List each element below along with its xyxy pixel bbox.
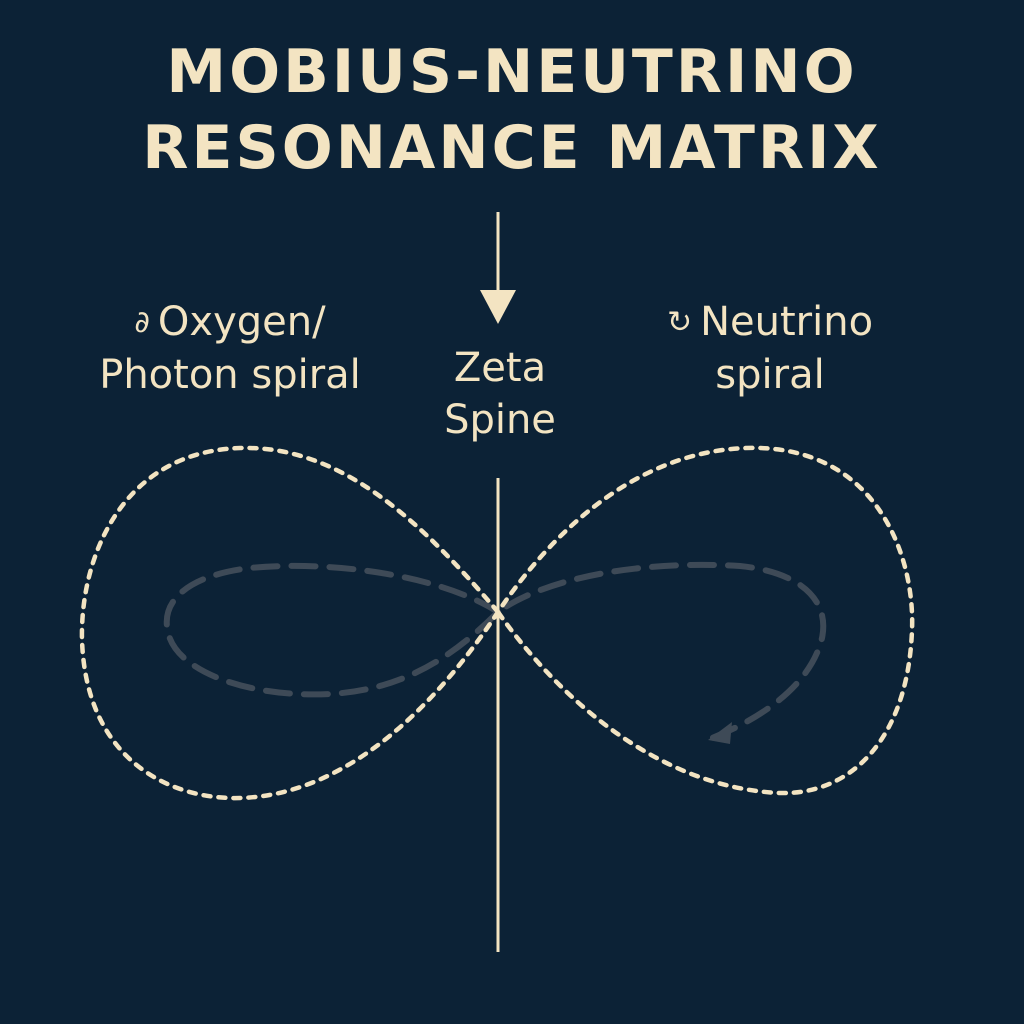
cycle-arrow-icon: ↻ bbox=[666, 305, 693, 340]
center-label-line1: Zeta bbox=[453, 345, 547, 391]
inner-spiral-arrowhead bbox=[708, 722, 732, 744]
zeta-spine-label: Zeta Spine bbox=[410, 342, 590, 446]
inner-spiral-loop bbox=[163, 561, 827, 741]
center-label-line2: Spine bbox=[444, 397, 556, 443]
left-label-line2: Photon spiral bbox=[99, 352, 361, 398]
down-arrow-icon bbox=[480, 290, 516, 324]
title-line-2: RESONANCE MATRIX bbox=[142, 113, 882, 183]
left-label-line1: Oxygen/ bbox=[157, 299, 326, 345]
oxygen-photon-glyph: ∂ bbox=[134, 305, 150, 340]
right-label-line2: spiral bbox=[715, 352, 825, 398]
title-line-1: MOBIUS-NEUTRINO bbox=[166, 37, 858, 107]
neutrino-label: ↻ Neutrino spiral bbox=[630, 296, 910, 401]
right-label-line1: Neutrino bbox=[700, 299, 874, 345]
oxygen-photon-label: ∂ Oxygen/ Photon spiral bbox=[70, 296, 390, 401]
